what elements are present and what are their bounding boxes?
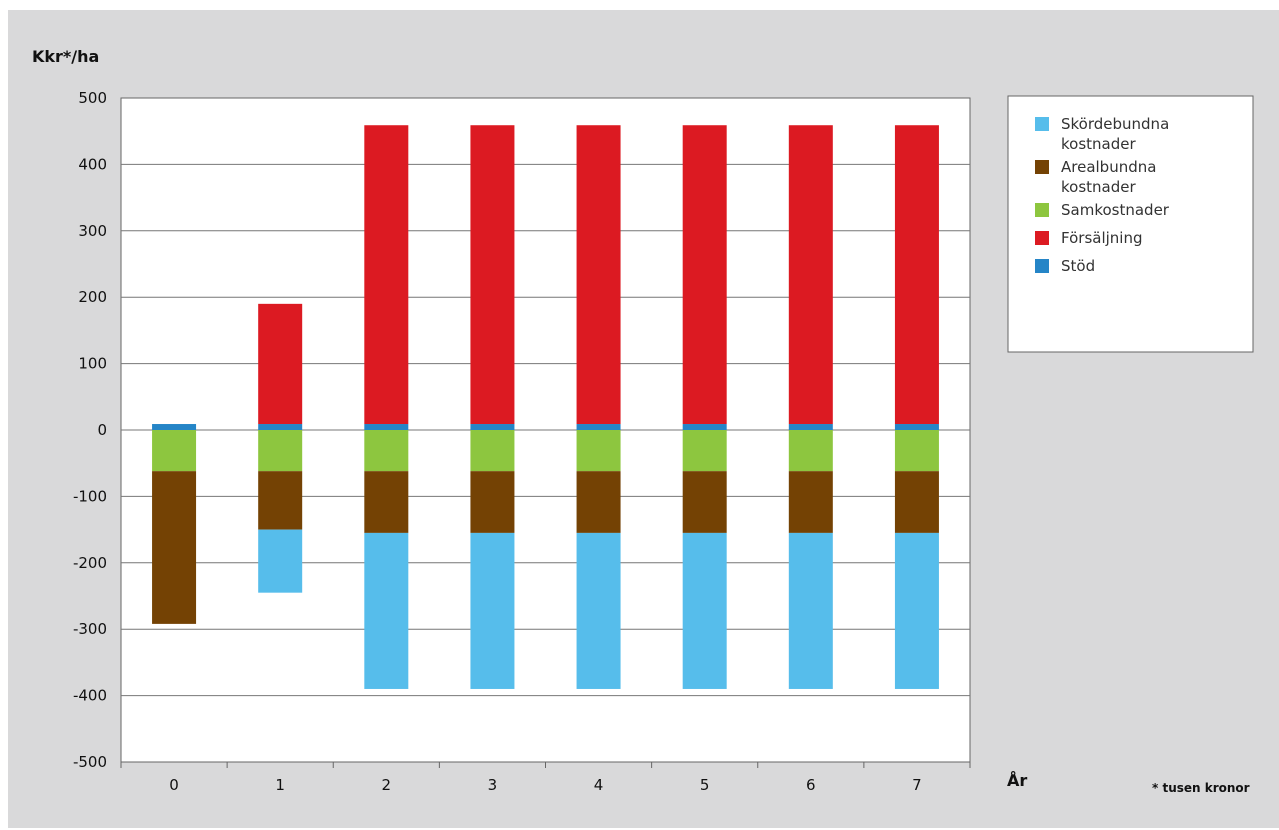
legend-swatch bbox=[1035, 160, 1049, 174]
legend-label: Samkostnader bbox=[1061, 201, 1170, 219]
bar-segment bbox=[576, 532, 621, 689]
bar-segment bbox=[470, 532, 515, 689]
x-tick-label: 2 bbox=[382, 776, 392, 794]
bar-segment bbox=[576, 424, 621, 430]
bar-segment bbox=[894, 532, 939, 689]
y-tick-label: 200 bbox=[78, 288, 107, 306]
bar-segment bbox=[470, 471, 515, 533]
y-tick-label: -400 bbox=[73, 687, 107, 705]
bar-segment bbox=[258, 303, 303, 425]
chart-frame: Kkr*/ha 500 400 300 200 100 0 -100 -200 -300 -400… bbox=[8, 10, 1279, 828]
bar-segment bbox=[470, 125, 515, 425]
legend-swatch bbox=[1035, 117, 1049, 131]
bar-segment bbox=[682, 532, 727, 689]
y-tick-labels: 500 400 300 200 100 0 -100 -200 -300 -400 -500 bbox=[73, 89, 107, 771]
x-tick-label: 5 bbox=[700, 776, 710, 794]
y-tick-label: -500 bbox=[73, 753, 107, 771]
bar-segment bbox=[682, 471, 727, 533]
bar-segment bbox=[470, 424, 515, 430]
bar-segment bbox=[894, 471, 939, 533]
legend-swatch bbox=[1035, 231, 1049, 245]
y-tick-label: -100 bbox=[73, 487, 107, 505]
bar-segment bbox=[364, 532, 409, 689]
bar-segment bbox=[682, 424, 727, 430]
x-tick-label: 7 bbox=[912, 776, 922, 794]
bar-segment bbox=[258, 471, 303, 530]
y-tick-label: 400 bbox=[78, 155, 107, 173]
bar-segment bbox=[788, 424, 833, 430]
bar-segment bbox=[152, 471, 197, 624]
bar-segment bbox=[258, 430, 303, 472]
bar-segment bbox=[258, 424, 303, 430]
y-tick-label: -200 bbox=[73, 554, 107, 572]
bar-segment bbox=[364, 424, 409, 430]
bar-segment bbox=[364, 125, 409, 425]
y-tick-label: 300 bbox=[78, 222, 107, 240]
bar-segment bbox=[788, 471, 833, 533]
bar-segment bbox=[894, 430, 939, 472]
bar-segment bbox=[152, 424, 197, 430]
x-tick-labels: 0 1 2 3 4 5 6 7 bbox=[120, 762, 971, 794]
y-tick-label: 500 bbox=[78, 89, 107, 107]
bar-segment bbox=[894, 125, 939, 425]
bar-segment bbox=[682, 125, 727, 425]
bar-segment bbox=[576, 430, 621, 472]
legend-label: Arealbundna kostnader bbox=[1061, 158, 1156, 196]
x-tick-label: 0 bbox=[169, 776, 179, 794]
bar-segment bbox=[682, 430, 727, 472]
bar-segment bbox=[470, 430, 515, 472]
bar-segment bbox=[894, 424, 939, 430]
legend-label: Stöd bbox=[1061, 257, 1095, 275]
legend-swatch bbox=[1035, 203, 1049, 217]
legend: Skördebundna kostnader Arealbundna kostnade… bbox=[1007, 95, 1254, 353]
x-tick-label: 3 bbox=[488, 776, 498, 794]
y-tick-label: -300 bbox=[73, 620, 107, 638]
x-tick-label: 1 bbox=[275, 776, 285, 794]
legend-label: Försäljning bbox=[1061, 229, 1142, 247]
x-tick-label: 4 bbox=[594, 776, 604, 794]
stacked-bar-chart: Kkr*/ha 500 400 300 200 100 0 -100 -200 -300 -400… bbox=[32, 47, 1254, 795]
y-tick-label: 100 bbox=[78, 355, 107, 373]
bar-segment bbox=[576, 125, 621, 425]
x-tick-label: 6 bbox=[806, 776, 816, 794]
bar-segment bbox=[576, 471, 621, 533]
y-tick-label: 0 bbox=[97, 421, 107, 439]
bar-segment bbox=[152, 430, 197, 472]
bar-segment bbox=[788, 430, 833, 472]
bar-segment bbox=[788, 125, 833, 425]
footnote: * tusen kronor bbox=[1152, 781, 1250, 795]
bar-segment bbox=[364, 430, 409, 472]
bar-segment bbox=[364, 471, 409, 533]
bars bbox=[152, 125, 939, 689]
bar-segment bbox=[258, 529, 303, 593]
legend-label: Skördebundna kostnader bbox=[1061, 115, 1169, 153]
bar-segment bbox=[788, 532, 833, 689]
y-axis-title: Kkr*/ha bbox=[32, 47, 99, 66]
legend-swatch bbox=[1035, 259, 1049, 273]
legend-box bbox=[1007, 95, 1254, 353]
x-axis-title: År bbox=[1007, 771, 1027, 790]
